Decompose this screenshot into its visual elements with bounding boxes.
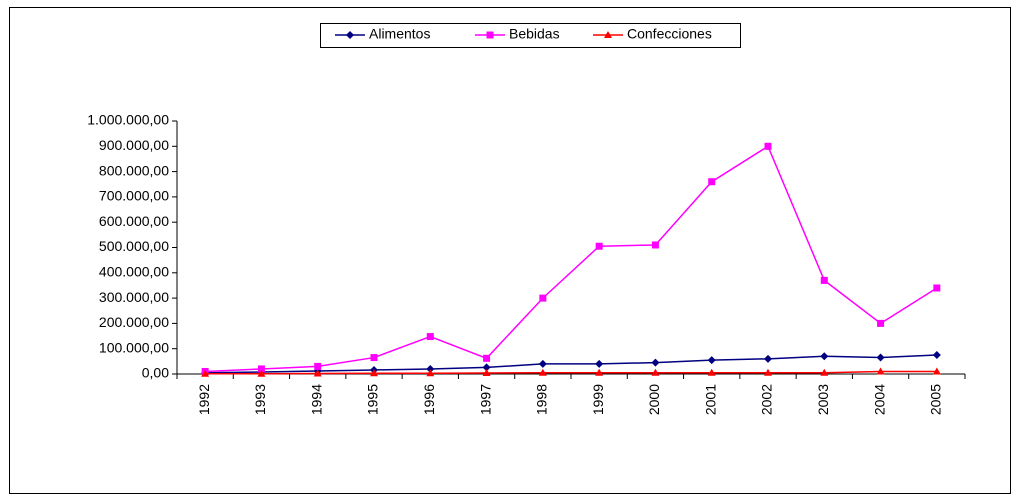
legend-label: Confecciones (627, 26, 712, 42)
y-tick-label: 0,00 (142, 365, 169, 381)
point (486, 31, 494, 39)
point (604, 31, 612, 38)
point (708, 178, 716, 186)
point (257, 365, 265, 373)
series-line (205, 145, 938, 373)
legend-label: Bebidas (509, 26, 560, 42)
point (877, 319, 885, 327)
y-tick-label: 900.000,00 (99, 137, 169, 153)
x-tick-label: 1992 (196, 384, 212, 415)
point (370, 354, 378, 362)
x-tick-label: 1995 (365, 384, 381, 415)
x-tick-label: 1999 (590, 384, 606, 415)
point (764, 354, 772, 363)
point (370, 369, 378, 377)
point (257, 369, 266, 377)
y-tick-label: 400.000,00 (99, 264, 169, 280)
point (595, 242, 603, 250)
legend-box (320, 23, 741, 48)
point (538, 368, 547, 376)
x-tick-label: 2003 (815, 384, 831, 415)
point (346, 31, 354, 39)
point (707, 368, 716, 376)
point (482, 363, 491, 372)
x-tick-label: 2004 (871, 384, 887, 415)
chart-frame (9, 7, 1011, 494)
point (651, 241, 659, 249)
point (595, 368, 604, 376)
point (932, 351, 941, 360)
point (820, 368, 829, 376)
x-tick-label: 2000 (646, 384, 662, 415)
point (538, 359, 547, 368)
legend-label: Alimentos (369, 26, 430, 42)
y-tick-label: 600.000,00 (99, 213, 169, 229)
point (539, 294, 547, 302)
y-tick-label: 700.000,00 (99, 188, 169, 204)
point (820, 352, 829, 361)
point (313, 369, 322, 377)
y-tick-label: 800.000,00 (99, 162, 169, 178)
series-line (205, 354, 937, 374)
point (764, 368, 772, 376)
series-line (205, 370, 937, 375)
point (483, 354, 491, 362)
y-tick-label: 500.000,00 (99, 238, 169, 254)
point (201, 369, 210, 377)
point (876, 367, 885, 375)
point (651, 358, 660, 367)
x-tick-label: 1996 (421, 384, 437, 415)
x-tick-label: 1998 (534, 384, 550, 415)
y-tick-label: 1.000.000,00 (87, 112, 169, 128)
point (482, 368, 491, 376)
x-tick-label: 2002 (759, 384, 775, 415)
point (707, 356, 716, 365)
y-tick-label: 200.000,00 (99, 314, 169, 330)
point (426, 364, 435, 373)
point (595, 359, 604, 368)
point (426, 369, 435, 377)
point (426, 333, 434, 341)
point (932, 367, 941, 375)
point (820, 276, 828, 284)
point (764, 142, 772, 150)
point (651, 368, 660, 376)
point (933, 284, 941, 292)
y-tick-label: 300.000,00 (99, 289, 169, 305)
x-tick-label: 2001 (702, 384, 718, 415)
point (876, 353, 885, 362)
x-tick-label: 1994 (308, 384, 324, 415)
point (314, 362, 322, 370)
x-tick-label: 1993 (252, 384, 268, 415)
x-tick-label: 1997 (477, 384, 493, 415)
x-tick-label: 2005 (928, 384, 944, 415)
y-tick-label: 100.000,00 (99, 339, 169, 355)
